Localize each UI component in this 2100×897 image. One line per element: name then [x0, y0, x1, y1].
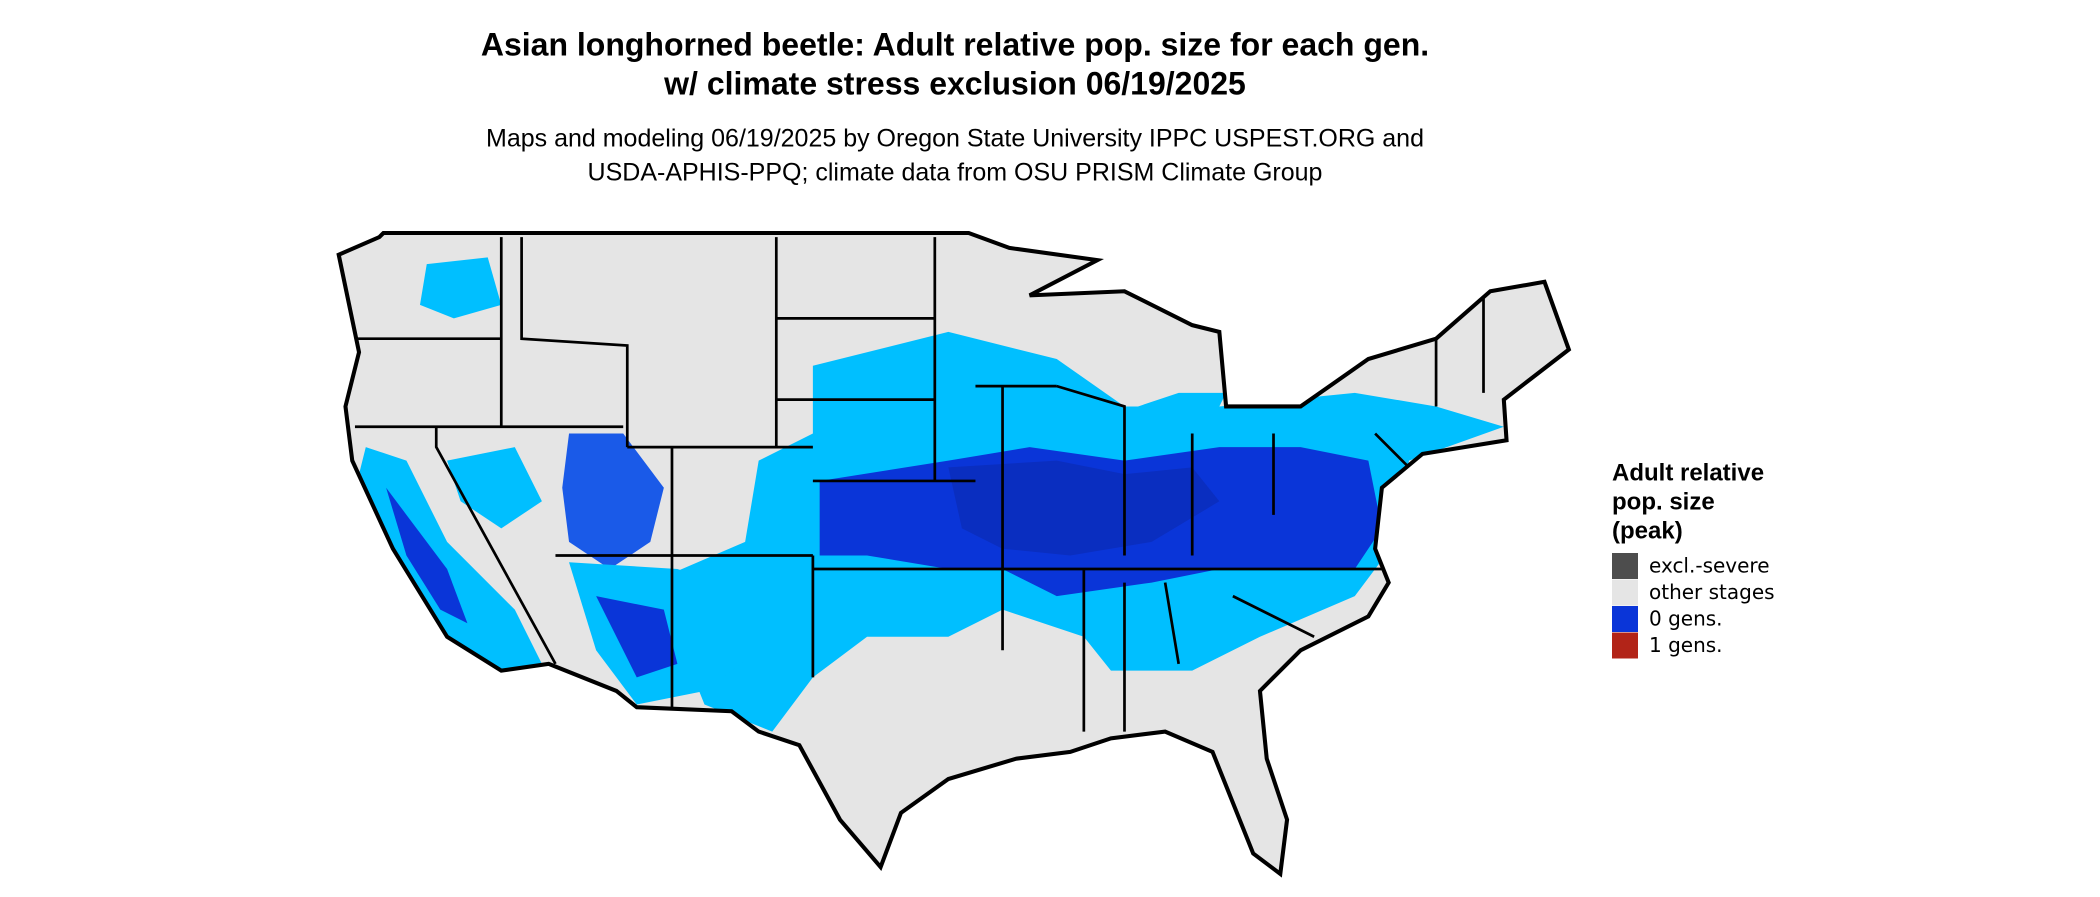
legend-swatch [1612, 632, 1638, 659]
subtitle-line: USDA-APHIS-PPQ; climate data from OSU PR… [588, 159, 1323, 187]
legend-label: excl.-severe [1649, 554, 1770, 578]
legend-title: pop. size [1612, 488, 1715, 515]
legend-label: 1 gens. [1649, 633, 1723, 657]
us-map [336, 230, 1572, 878]
state-lines [352, 237, 1485, 732]
title-line: Asian longhorned beetle: Adult relative … [481, 26, 1429, 62]
legend-swatch [1612, 553, 1638, 579]
subtitle-line: Maps and modeling 06/19/2025 by Oregon S… [486, 125, 1424, 153]
legend-label: other stages [1649, 580, 1775, 604]
title-line: w/ climate stress exclusion 06/19/2025 [663, 65, 1246, 101]
legend-title: Adult relative [1612, 459, 1764, 486]
us-outline [336, 230, 1572, 878]
legend-swatch [1612, 606, 1638, 632]
legend-title: (peak) [1612, 517, 1683, 544]
legend-swatch [1612, 579, 1638, 606]
shading [359, 257, 1504, 732]
legend-label: 0 gens. [1649, 607, 1723, 631]
